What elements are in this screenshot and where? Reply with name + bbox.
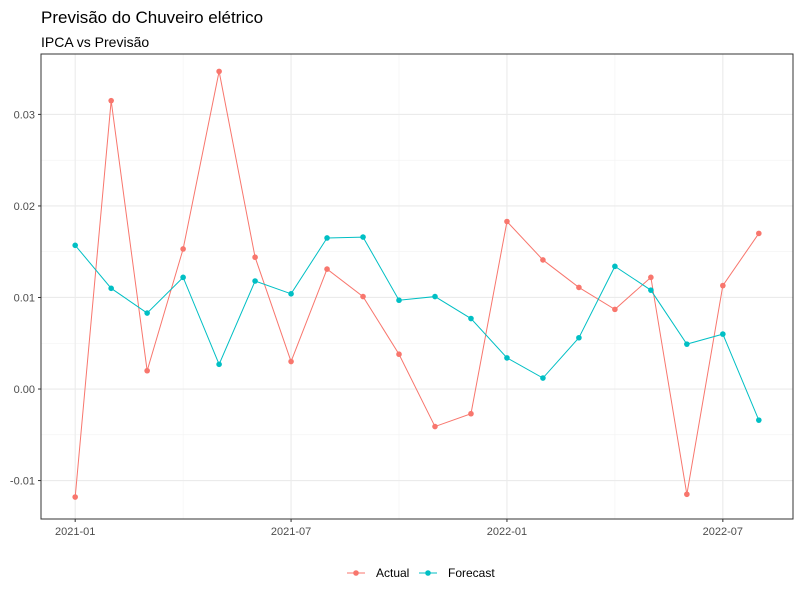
x-tick-label: 2021-07 [271, 526, 311, 538]
data-point-forecast [756, 417, 762, 423]
panel-border [40, 53, 794, 520]
legend: Actual Forecast [347, 566, 495, 580]
data-point-forecast [648, 287, 654, 293]
data-point-actual [360, 293, 366, 300]
data-point-forecast [432, 293, 438, 300]
data-point-forecast [180, 274, 186, 281]
data-point-actual [396, 351, 402, 358]
data-point-forecast [612, 263, 618, 270]
grid-layer [41, 54, 793, 519]
data-point-forecast [684, 341, 690, 347]
data-point-forecast [216, 361, 222, 368]
data-point-actual [288, 358, 294, 365]
data-point-actual [432, 423, 438, 430]
data-point-forecast [324, 235, 330, 241]
series-line-forecast [74, 236, 760, 421]
data-point-forecast [252, 278, 258, 284]
data-point-forecast [108, 285, 114, 292]
data-point-forecast [576, 334, 582, 341]
data-point-forecast [468, 315, 474, 322]
y-tick-label: 0.02 [14, 201, 35, 213]
data-point-actual [216, 68, 222, 75]
legend-label: Forecast [448, 566, 495, 580]
legend-item-forecast: Forecast [419, 566, 495, 580]
legend-label: Actual [376, 566, 409, 580]
data-point-actual [648, 274, 654, 281]
data-point-actual [576, 284, 582, 291]
data-point-actual [324, 266, 330, 272]
data-point-actual [108, 97, 114, 104]
data-point-forecast [360, 234, 366, 240]
data-point-forecast [504, 355, 510, 361]
legend-item-actual: Actual [347, 566, 409, 580]
data-point-actual [684, 491, 690, 498]
x-tick-label: 2021-01 [55, 526, 95, 538]
data-point-actual [504, 218, 510, 225]
data-point-actual [540, 257, 546, 263]
y-tick-label: 0.00 [14, 384, 35, 396]
axis-layer: -0.01 0.00 0.01 0.02 0.03 2021-01 2021-07 2022-… [10, 109, 743, 538]
legend-key-point [353, 570, 359, 576]
data-point-forecast [540, 375, 546, 381]
chart-title: Previsão do Chuveiro elétrico [41, 8, 263, 27]
y-tick-label: -0.01 [10, 476, 35, 488]
data-point-actual [468, 410, 474, 417]
y-tick-label: 0.01 [14, 292, 35, 304]
y-tick-label: 0.03 [14, 109, 35, 121]
data-point-actual [720, 282, 726, 289]
x-tick-label: 2022-01 [487, 526, 527, 538]
data-point-actual [756, 230, 762, 237]
series-layer [72, 68, 762, 500]
data-point-actual [612, 306, 618, 313]
chart-subtitle: IPCA vs Previsão [41, 34, 149, 50]
legend-key-point [425, 570, 431, 576]
series-line-actual [74, 71, 760, 498]
data-point-actual [144, 367, 150, 374]
data-point-forecast [720, 331, 726, 337]
data-point-actual [252, 254, 258, 261]
x-tick-label: 2022-07 [703, 526, 743, 538]
data-point-forecast [144, 310, 150, 316]
data-point-actual [180, 246, 186, 252]
data-point-forecast [288, 291, 294, 297]
data-point-forecast [396, 297, 402, 304]
data-point-actual [72, 494, 78, 500]
data-point-forecast [72, 242, 78, 249]
